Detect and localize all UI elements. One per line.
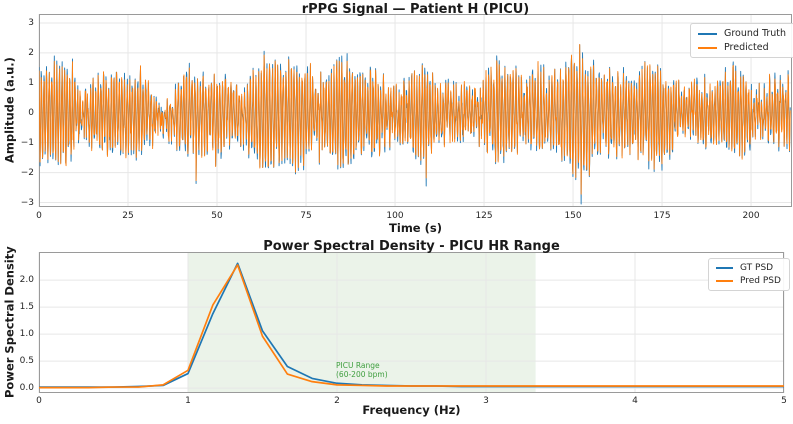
top-x-tick-label: 125 — [475, 211, 493, 221]
top-y-tick-label: −1 — [20, 137, 34, 148]
top-legend: Ground Truth Predicted — [690, 23, 793, 58]
predicted-line-swatch-icon — [698, 46, 717, 49]
bottom-x-tick-label: 1 — [185, 396, 191, 406]
top-y-tick-label: −3 — [20, 197, 34, 208]
legend-item-pred-psd: Pred PSD — [716, 276, 781, 286]
legend-item-gt-psd: GT PSD — [716, 263, 781, 273]
bottom-x-tick-label: 0 — [36, 396, 42, 406]
bottom-x-tick-label: 3 — [483, 396, 489, 406]
top-y-axis-label: Amplitude (a.u.) — [2, 57, 17, 164]
picu-range-annotation-line2: (60-200 bpm) — [336, 369, 388, 379]
top-x-tick-label: 175 — [653, 211, 671, 221]
top-y-tick-label: 0 — [28, 107, 34, 118]
top-x-tick-label: 200 — [742, 211, 760, 221]
picu-range-annotation: PICU Range (60-200 bpm) — [336, 361, 388, 379]
top-x-tick-label: 25 — [122, 211, 134, 221]
top-y-tick-label: 3 — [28, 17, 34, 28]
ground-truth-line-swatch-icon — [698, 32, 717, 35]
top-y-tick-label: 1 — [28, 77, 34, 88]
bottom-x-tick-label: 2 — [334, 396, 340, 406]
bottom-y-tick-label: 0.5 — [19, 356, 34, 367]
bottom-y-tick-label: 2.0 — [19, 275, 34, 286]
top-x-tick-label: 50 — [211, 211, 223, 221]
top-y-tick-label: 2 — [28, 47, 34, 58]
legend-label: Ground Truth — [724, 28, 787, 39]
bottom-y-axis-label: Power Spectral Density — [2, 246, 17, 399]
top-y-tick-label: −2 — [20, 167, 34, 178]
legend-label: Pred PSD — [740, 276, 781, 286]
top-chart-title: rPPG Signal — Patient H (PICU) — [301, 2, 530, 17]
picu-range-annotation-line1: PICU Range — [336, 360, 380, 370]
bottom-chart-title: Power Spectral Density - PICU HR Range — [263, 239, 560, 254]
top-x-tick-label: 150 — [564, 211, 582, 221]
bottom-y-tick-label: 0.0 — [19, 383, 34, 394]
bottom-x-tick-label: 4 — [632, 396, 638, 406]
top-x-axis-label: Time (s) — [389, 221, 442, 235]
legend-item-ground-truth: Ground Truth — [698, 28, 786, 39]
legend-label: Predicted — [724, 42, 769, 53]
top-x-tick-label: 0 — [36, 211, 42, 221]
legend-item-predicted: Predicted — [698, 42, 786, 53]
top-x-tick-label: 75 — [300, 211, 312, 221]
bottom-x-tick-label: 5 — [781, 396, 787, 406]
bottom-legend: GT PSD Pred PSD — [708, 258, 790, 291]
gt-psd-line-swatch-icon — [716, 267, 733, 269]
top-x-tick-label: 100 — [386, 211, 404, 221]
bottom-x-axis-label: Frequency (Hz) — [362, 403, 461, 417]
pred-psd-line-swatch-icon — [716, 280, 733, 282]
bottom-y-tick-label: 1.5 — [19, 302, 34, 313]
legend-label: GT PSD — [740, 263, 774, 273]
bottom-y-tick-label: 1.0 — [19, 329, 34, 340]
